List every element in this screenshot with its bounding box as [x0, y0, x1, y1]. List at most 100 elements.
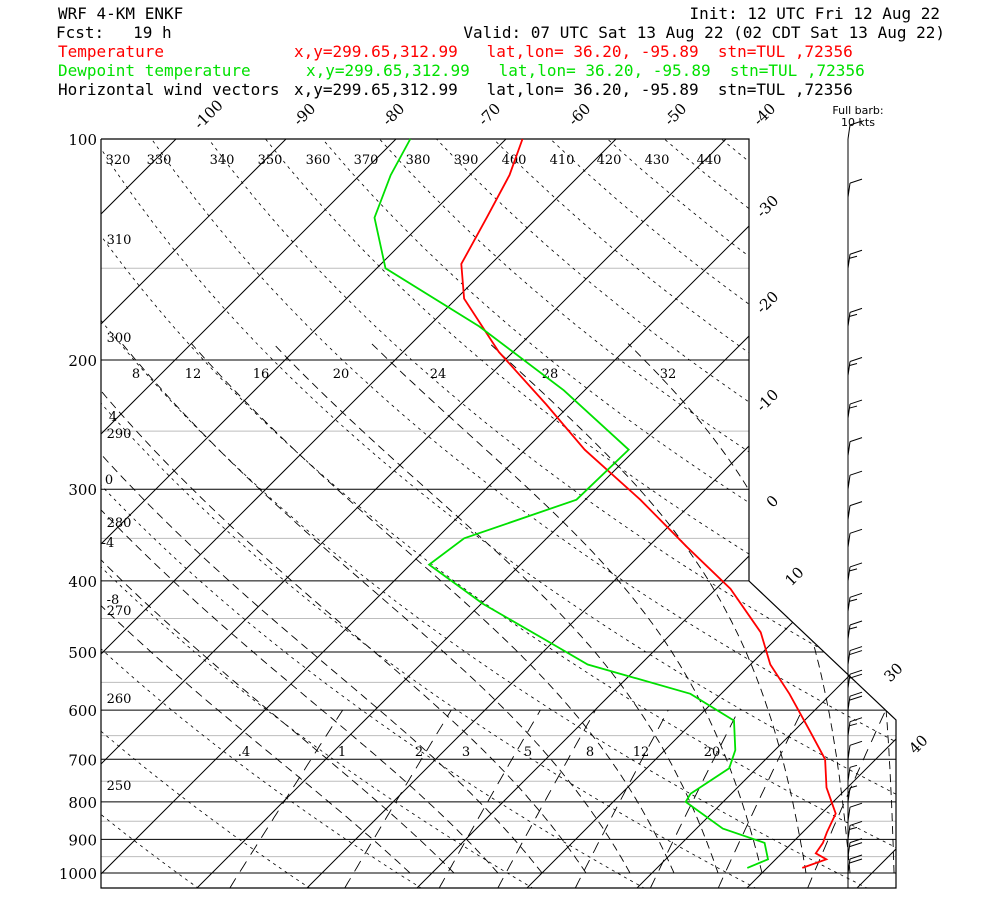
- dry-adiabat-260: [101, 139, 423, 888]
- moist-adiabat-0: [101, 343, 543, 874]
- barb-note-line1: Full barb:: [832, 104, 883, 117]
- isotherm-40: [966, 139, 1000, 889]
- isotherm-30: [856, 139, 896, 888]
- plot-frame: [100, 138, 897, 889]
- moist-adiabat-label-4: 4: [109, 410, 117, 425]
- dry-adiabat-label-330: 330: [147, 153, 172, 168]
- isotherm-label--100: -100: [190, 96, 227, 133]
- forecast-hour: Fcst: 19 h: [56, 23, 172, 42]
- moist-adiabat-label-8: 8: [132, 367, 140, 382]
- moist-adiabat-8: [121, 343, 631, 874]
- wind-barb-100: [847, 120, 863, 140]
- isotherm-0: [526, 139, 896, 888]
- moist-adiabat-label-32: 32: [660, 367, 677, 382]
- pressure-label-200: 200: [68, 352, 97, 370]
- wind-barb-700: [847, 740, 863, 760]
- barb-note-line2: 10 kts: [841, 116, 875, 129]
- isotherm--40: [101, 139, 837, 888]
- dry-adiabat-420: [664, 139, 896, 888]
- dry-adiabat-370: [379, 139, 896, 888]
- model-title: WRF 4-KM ENKF: [58, 4, 183, 23]
- isotherm-label--70: -70: [475, 100, 505, 130]
- dry-adiabat-label-340: 340: [210, 153, 235, 168]
- dry-adiabat-label-250: 250: [107, 779, 132, 794]
- isotherm-label-30: 30: [880, 659, 906, 685]
- isotherm--60: [101, 139, 617, 888]
- wind-barb-750: [847, 764, 858, 782]
- wind-barb-120: [847, 178, 863, 198]
- moist-adiabat-16: [273, 343, 719, 874]
- pressure-label-300: 300: [68, 481, 97, 499]
- wind-barb-270: [847, 437, 863, 456]
- wind-barb-900: [847, 820, 863, 840]
- wind-barb-480: [847, 620, 863, 640]
- pressure-label-500: 500: [68, 644, 97, 662]
- mixing-ratio-label-20: 20: [704, 745, 721, 760]
- dry-adiabat-460: [892, 139, 896, 888]
- legend-temperature-name: Temperature: [58, 42, 164, 61]
- frame-outline: [100, 138, 897, 889]
- pressure-label-900: 900: [68, 831, 97, 849]
- mixing-ratio-label-3: 3: [462, 745, 470, 760]
- pressure-label-1000: 1000: [59, 865, 97, 883]
- moist-adiabat-label-0: 0: [105, 473, 113, 488]
- mixing-ratio-1: [344, 709, 452, 888]
- dry-adiabat-label-440: 440: [697, 153, 722, 168]
- moist-adiabat-label-16: 16: [253, 367, 270, 382]
- moist-adiabat-label--4: -4: [102, 536, 115, 551]
- mixing-ratio-20: [806, 710, 887, 888]
- dry-adiabat-label-390: 390: [454, 153, 479, 168]
- isotherm--70: [101, 139, 507, 888]
- isotherm--110: [0, 139, 66, 889]
- dry-adiabat-270: [101, 139, 534, 888]
- dry-adiabat-label-290: 290: [107, 427, 132, 442]
- legend-dewpoint-name: Dewpoint temperature: [58, 61, 251, 80]
- mixing-ratio-label-8: 8: [586, 745, 594, 760]
- dry-adiabat-390: [493, 139, 896, 888]
- dry-adiabat-290: [101, 139, 757, 888]
- isotherm-label-10: 10: [781, 563, 807, 589]
- pressure-label-400: 400: [68, 573, 97, 591]
- mixing-ratio-2: [438, 709, 541, 888]
- dry-adiabat-300: [101, 139, 869, 888]
- dry-adiabat-label-410: 410: [550, 153, 575, 168]
- moist-adiabat-20: [371, 343, 763, 874]
- wind-barb-560: [847, 669, 863, 689]
- dry-adiabat-label-320: 320: [106, 153, 131, 168]
- isotherm-10: [636, 139, 896, 888]
- isotherm-label--10: -10: [753, 386, 783, 416]
- dry-adiabat-340: [208, 139, 896, 888]
- isotherm-label--80: -80: [379, 100, 409, 130]
- mixing-ratio-label-2: 2: [415, 745, 423, 760]
- mixing-ratio-12: [717, 709, 803, 888]
- wind-barb-300: [847, 470, 863, 490]
- mixing-ratio-label-5: 5: [524, 745, 532, 760]
- init-time: Init: 12 UTC Fri 12 Aug 22: [690, 4, 940, 23]
- moist-adiabat-24: [489, 343, 807, 874]
- mixing-ratio-3: [497, 709, 596, 888]
- temperature-profile: [460, 138, 837, 869]
- isotherm-label-40: 40: [905, 731, 931, 757]
- mixing-ratio-label-.4: .4: [238, 745, 250, 760]
- isotherm-label--20: -20: [753, 288, 783, 318]
- header: WRF 4-KM ENKF Fcst: 19 h Init: 12 UTC Fr…: [56, 4, 945, 129]
- moist-adiabat-label-20: 20: [333, 367, 350, 382]
- moist-adiabat-label-12: 12: [185, 367, 202, 382]
- dry-adiabat-240: [101, 139, 200, 888]
- legend-wind-name: Horizontal wind vectors: [58, 80, 280, 99]
- wind-barb-150: [847, 249, 863, 269]
- legend-wind-info: x,y=299.65,312.99 lat,lon= 36.20, -95.89…: [294, 80, 853, 99]
- mixing-ratio-label-12: 12: [633, 745, 650, 760]
- wind-barb-950: [847, 838, 863, 857]
- sounding-profiles: [373, 138, 837, 869]
- dry-adiabat-320: [101, 139, 896, 888]
- isotherm-label--90: -90: [290, 100, 320, 130]
- dry-adiabat-label-420: 420: [597, 153, 622, 168]
- dry-adiabat-label-360: 360: [306, 153, 331, 168]
- dewpoint-profile: [373, 138, 770, 869]
- isotherm-label--40: -40: [750, 100, 780, 130]
- wind-barb-650: [847, 717, 863, 736]
- dry-adiabat-label-300: 300: [107, 331, 132, 346]
- mixing-ratio-8: [649, 709, 740, 888]
